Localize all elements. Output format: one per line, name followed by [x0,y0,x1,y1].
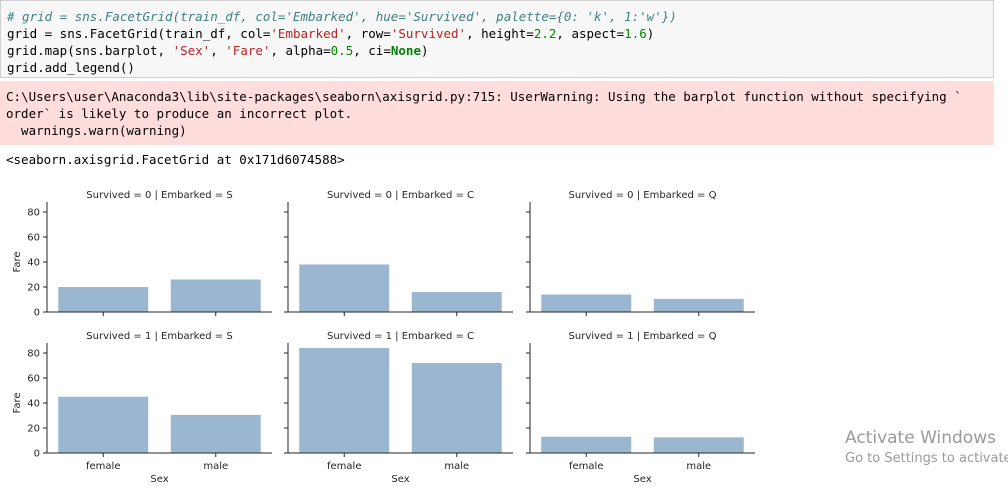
code-text: , alpha= [270,43,331,58]
x-axis-label: Sex [391,474,409,485]
y-tick-label: 20 [27,283,40,294]
bar-female [299,348,390,453]
x-tick-label: female [86,461,120,472]
code-text: ) [420,43,429,58]
warning-output: C:\Users\user\Anaconda3\lib\site-package… [0,81,994,145]
code-keyword: None [390,43,421,58]
watermark-title: Activate Windows [845,428,996,448]
facet-title: Survived = 1 | Embarked = S [86,331,232,342]
code-string: 'Fare' [225,43,271,58]
code-text: grid.map(sns.barplot, [7,43,173,58]
bar-male [411,363,502,453]
y-tick-label: 40 [27,399,40,410]
code-text: , [210,43,226,58]
y-tick-label: 40 [27,258,40,269]
bar-male [653,437,744,453]
y-tick-label: 60 [27,233,40,244]
facet-title: Survived = 1 | Embarked = Q [569,331,717,342]
bar-female [58,287,149,312]
code-text: , height= [466,26,534,41]
y-axis-label: Fare [12,392,23,413]
code-text: , ci= [353,43,391,58]
code-text: grid.add_legend() [7,60,135,75]
code-number: 1.6 [624,26,647,41]
output-repr: <seaborn.axisgrid.FacetGrid at 0x171d607… [6,152,345,167]
code-number: 0.5 [330,43,354,58]
y-tick-label: 80 [27,208,40,219]
code-text: grid = sns.FacetGrid(train_df, col= [7,26,271,41]
bar-male [653,298,744,312]
y-tick-label: 20 [27,424,40,435]
windows-watermark: Activate Windows Go to Settings to activ… [845,428,1008,466]
y-tick-label: 0 [34,308,40,319]
bar-female [58,396,149,453]
bar-female [299,264,390,312]
y-tick-label: 60 [27,374,40,385]
x-tick-label: female [569,461,603,472]
bar-male [170,414,261,453]
code-text: , aspect= [556,26,625,41]
bar-male [170,279,261,312]
code-cell[interactable]: # grid = sns.FacetGrid(train_df, col='Em… [0,0,994,78]
x-tick-label: male [444,461,469,472]
code-number: 2.2 [533,26,557,41]
x-tick-label: male [686,461,711,472]
x-tick-label: male [203,461,228,472]
code-string: 'Survived' [390,26,467,41]
code-text: , row= [345,26,391,41]
facet-title: Survived = 1 | Embarked = C [327,331,474,342]
warning-line: C:\Users\user\Anaconda3\lib\site-package… [6,89,962,104]
watermark-subtitle: Go to Settings to activate [845,451,1008,466]
bar-female [541,294,632,312]
warning-line: warnings.warn(warning) [6,123,187,138]
facet-title: Survived = 0 | Embarked = C [327,190,474,201]
code-text: ) [646,26,655,41]
code-string: 'Embarked' [270,26,346,41]
bar-female [541,436,632,453]
facet-grid-chart: Survived = 0 | Embarked = S 0 20 40 60 80 Fare… [12,190,755,485]
code-string: 'Sex' [172,43,211,58]
y-tick-label: 80 [27,349,40,360]
code-comment: # grid = sns.FacetGrid(train_df, col='Em… [7,9,677,24]
facet-title: Survived = 0 | Embarked = Q [569,190,717,201]
x-axis-label: Sex [633,474,651,485]
x-axis-label: Sex [150,474,168,485]
x-tick-label: female [327,461,361,472]
facet-title: Survived = 0 | Embarked = S [86,190,232,201]
y-tick-label: 0 [34,449,40,460]
y-axis-label: Fare [12,251,23,272]
bar-male [411,292,502,312]
warning-line: order` is likely to produce an incorrect… [6,106,353,121]
